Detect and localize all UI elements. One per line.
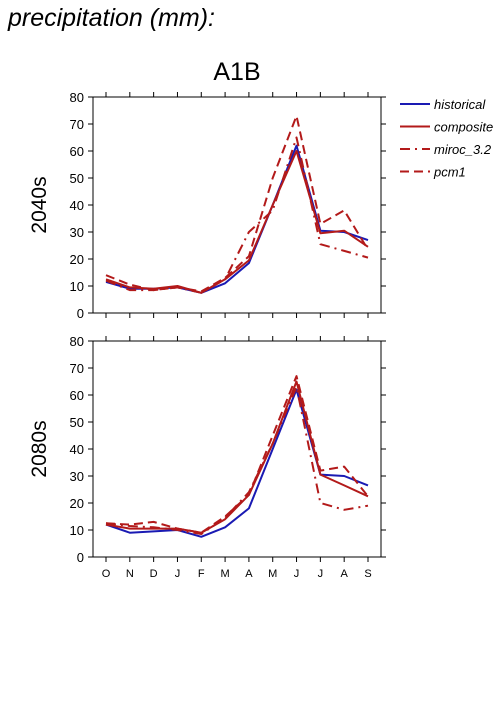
x-tick-label: A [245, 568, 253, 580]
y-tick-label: 70 [70, 117, 84, 132]
y-tick-label: 40 [70, 198, 84, 213]
panels: 0 10 20 30 40 50 60 70 80 2040s 0 10 20 30 40 50 60 70 80 O… [28, 90, 386, 580]
y-tick-label: 30 [70, 225, 84, 240]
panel-label: 2080s [28, 420, 51, 477]
x-tick-label: J [294, 568, 300, 580]
x-tick-label: J [318, 568, 324, 580]
series-composite [105, 380, 369, 534]
series-miroc-3-2 [105, 385, 369, 535]
y-tick-label: 60 [70, 144, 84, 159]
x-tick-label: N [126, 568, 134, 580]
legend-label: composite [434, 120, 493, 135]
x-tick-label: S [364, 568, 371, 580]
legend-label: miroc_3.2 [434, 142, 492, 157]
legend: historical composite miroc_3.2 pcm1 [400, 97, 493, 180]
series-pcm1 [105, 375, 369, 534]
scenario-label: A1B [213, 58, 260, 86]
y-tick-label: 10 [70, 523, 84, 538]
y-tick-label: 50 [70, 171, 84, 186]
y-tick-label: 0 [77, 306, 84, 321]
series-historical [105, 388, 369, 538]
y-tick-label: 0 [77, 550, 84, 565]
legend-label: pcm1 [433, 165, 466, 180]
y-tick-label: 30 [70, 469, 84, 484]
x-tick-label: D [150, 568, 158, 580]
panel-2040s: 0 10 20 30 40 50 60 70 80 2040s [28, 90, 386, 321]
x-tick-label: A [341, 568, 349, 580]
series-composite [105, 150, 369, 294]
x-tick-label: F [198, 568, 205, 580]
y-tick-label: 80 [70, 90, 84, 105]
series-pcm1 [105, 114, 369, 293]
panel-2080s: 0 10 20 30 40 50 60 70 80 O N D J F M A M J J A S 2080s [28, 334, 386, 580]
y-tick-label: 70 [70, 361, 84, 376]
plot-frame [92, 96, 382, 314]
y-tick-label: 20 [70, 496, 84, 511]
y-tick-label: 20 [70, 252, 84, 267]
x-tick-label: O [102, 568, 111, 580]
page-title: precipitation (mm): [8, 4, 215, 32]
panel-label: 2040s [28, 176, 51, 233]
y-tick-label: 50 [70, 415, 84, 430]
x-tick-label: J [175, 568, 181, 580]
y-tick-label: 80 [70, 334, 84, 349]
y-tick-label: 10 [70, 279, 84, 294]
x-tick-label: M [268, 568, 277, 580]
y-tick-label: 40 [70, 442, 84, 457]
y-tick-label: 60 [70, 388, 84, 403]
legend-label: historical [434, 97, 486, 112]
x-tick-label: M [221, 568, 230, 580]
